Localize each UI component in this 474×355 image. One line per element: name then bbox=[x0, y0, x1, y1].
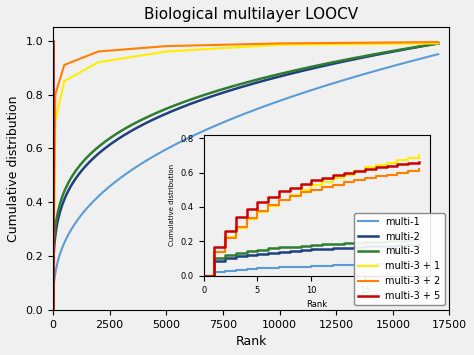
multi-3 + 1 bbox=[53, 119, 58, 124]
multi-3 bbox=[315, 63, 320, 67]
multi-3 + 2 bbox=[53, 92, 58, 97]
multi-3 bbox=[206, 91, 211, 95]
multi-3 bbox=[90, 150, 95, 154]
multi-2 bbox=[357, 56, 363, 60]
Line: multi-1: multi-1 bbox=[53, 54, 438, 310]
multi-1 bbox=[50, 308, 56, 312]
multi-2 bbox=[220, 91, 226, 95]
multi-2 bbox=[206, 95, 211, 99]
Line: multi-3 + 1: multi-3 + 1 bbox=[53, 43, 438, 310]
X-axis label: Rank: Rank bbox=[236, 335, 267, 348]
multi-3 + 2 bbox=[95, 49, 101, 54]
multi-3 + 2 bbox=[277, 41, 283, 45]
multi-3 bbox=[220, 87, 226, 91]
multi-3 bbox=[50, 308, 56, 312]
multi-3 bbox=[435, 41, 441, 45]
Line: multi-3: multi-3 bbox=[53, 43, 438, 310]
multi-3 bbox=[357, 55, 363, 59]
Legend: multi-1, multi-2, multi-3, multi-3 + 1, multi-3 + 2, multi-3 + 5: multi-1, multi-2, multi-3, multi-3 + 1, … bbox=[355, 213, 445, 305]
multi-2 bbox=[90, 157, 95, 161]
multi-1 bbox=[315, 86, 320, 90]
Y-axis label: Cumulative distribution: Cumulative distribution bbox=[7, 95, 20, 242]
Line: multi-3 + 2: multi-3 + 2 bbox=[53, 42, 438, 310]
multi-3 + 1 bbox=[50, 308, 56, 312]
Line: multi-2: multi-2 bbox=[53, 43, 438, 310]
multi-3 + 2 bbox=[50, 308, 56, 312]
multi-2 bbox=[350, 58, 356, 62]
multi-2 bbox=[50, 308, 56, 312]
multi-1 bbox=[90, 200, 95, 204]
multi-3 + 1 bbox=[95, 60, 101, 64]
multi-3 + 1 bbox=[435, 41, 441, 45]
multi-3 + 1 bbox=[277, 43, 283, 47]
multi-1 bbox=[220, 120, 226, 125]
multi-1 bbox=[350, 75, 356, 80]
Title: Biological multilayer LOOCV: Biological multilayer LOOCV bbox=[144, 7, 358, 22]
multi-1 bbox=[206, 126, 211, 131]
multi-2 bbox=[315, 65, 320, 70]
multi-3 bbox=[350, 56, 356, 60]
multi-1 bbox=[357, 73, 363, 77]
multi-3 + 2 bbox=[435, 40, 441, 44]
multi-3 + 2 bbox=[62, 63, 67, 67]
multi-3 + 2 bbox=[164, 44, 169, 48]
multi-3 + 1 bbox=[62, 79, 67, 83]
multi-2 bbox=[435, 41, 441, 45]
multi-3 + 1 bbox=[164, 49, 169, 54]
multi-1 bbox=[435, 52, 441, 56]
